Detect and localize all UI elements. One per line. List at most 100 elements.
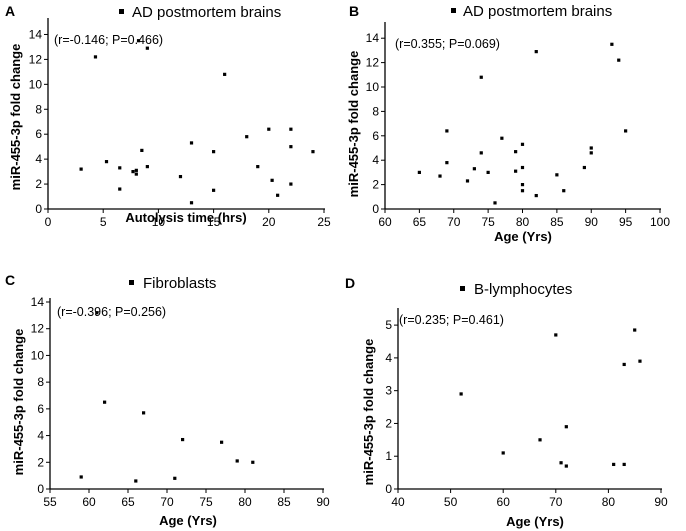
y-tick-label: 10 <box>29 77 43 91</box>
data-point <box>289 127 293 131</box>
y-tick-label: 0 <box>372 202 379 216</box>
panel-letter: A <box>5 3 15 19</box>
data-point <box>612 462 616 467</box>
data-point <box>564 464 568 468</box>
data-point <box>178 174 183 179</box>
data-point <box>472 167 476 171</box>
data-point <box>445 129 449 133</box>
x-tick-label: 65 <box>413 215 427 229</box>
data-point <box>520 165 525 170</box>
legend-marker <box>451 8 456 13</box>
y-tick-label: 0 <box>37 482 44 496</box>
y-tick-label: 10 <box>366 80 380 94</box>
data-point <box>95 311 99 315</box>
data-point <box>514 169 518 173</box>
data-point <box>134 479 138 483</box>
data-point <box>500 136 504 140</box>
chart-title: AD postmortem brains <box>463 3 612 20</box>
data-point <box>181 437 185 442</box>
y-tick-label: 14 <box>366 31 380 45</box>
data-point <box>118 166 122 170</box>
x-tick-label: 85 <box>277 495 291 509</box>
data-point <box>103 400 107 404</box>
data-point <box>622 362 626 367</box>
data-point <box>501 451 505 455</box>
y-tick-label: 12 <box>366 56 380 70</box>
data-point <box>493 201 497 205</box>
panel-a: A AD postmortem brains (r=-0.146; P=0.46… <box>5 3 331 229</box>
x-axis-title: Autolysis time (hrs) <box>125 210 246 225</box>
y-tick-label: 8 <box>372 104 379 118</box>
data-point <box>212 150 216 154</box>
data-point <box>79 167 83 171</box>
x-tick-label: 70 <box>447 215 461 229</box>
y-axis-title: miR-455-3p fold change <box>11 329 26 476</box>
data-point <box>142 411 146 415</box>
y-tick-label: 5 <box>385 318 392 332</box>
data-point <box>610 42 614 46</box>
data-point <box>479 75 483 79</box>
data-point <box>445 161 449 165</box>
correlation-annotation: (r=-0.146; P=0.466) <box>54 33 163 47</box>
y-tick-label: 12 <box>29 52 43 66</box>
panel-d: D B-lymphocytes (r=0.235; P=0.461) Age (… <box>345 275 668 529</box>
y-tick-label: 6 <box>35 127 42 141</box>
data-point <box>311 150 315 154</box>
data-point <box>534 193 538 198</box>
x-tick-label: 60 <box>497 495 511 509</box>
y-tick-label: 6 <box>372 129 379 143</box>
data-point <box>118 187 122 191</box>
y-axis-title: miR-455-3p fold change <box>361 339 376 486</box>
y-tick-label: 12 <box>31 322 45 336</box>
data-point <box>555 173 559 177</box>
y-tick-label: 3 <box>385 384 392 398</box>
data-point <box>534 50 538 54</box>
y-tick-label: 4 <box>372 153 379 167</box>
data-point <box>589 151 593 155</box>
y-tick-label: 2 <box>385 416 392 430</box>
data-point <box>145 165 149 169</box>
data-point <box>417 170 421 174</box>
chart-title: AD postmortem brains <box>132 4 281 21</box>
x-tick-label: 90 <box>654 495 668 509</box>
y-tick-label: 4 <box>35 152 42 166</box>
data-point <box>562 189 566 193</box>
data-point <box>459 392 463 396</box>
y-tick-label: 6 <box>37 402 44 416</box>
data-point <box>438 174 442 178</box>
x-tick-label: 95 <box>619 215 633 229</box>
data-point <box>134 168 138 172</box>
panel-letter: C <box>5 272 15 288</box>
data-point <box>520 142 525 146</box>
y-tick-label: 2 <box>37 455 44 469</box>
data-point <box>582 165 586 170</box>
x-tick-label: 5 <box>100 215 107 229</box>
x-tick-label: 60 <box>82 495 96 509</box>
data-point <box>514 150 518 154</box>
data-point <box>140 148 144 153</box>
y-tick-label: 0 <box>35 202 42 216</box>
data-point <box>486 170 490 174</box>
data-point <box>479 151 483 155</box>
data-point <box>245 135 249 139</box>
y-tick-label: 4 <box>37 429 44 443</box>
correlation-annotation: (r=0.235; P=0.461) <box>399 313 504 327</box>
x-axis-title: Age (Yrs) <box>159 513 217 528</box>
chart-title: B-lymphocytes <box>474 281 572 298</box>
data-point <box>617 58 621 62</box>
data-point <box>173 476 177 480</box>
y-tick-label: 4 <box>385 351 392 365</box>
data-point <box>276 193 280 197</box>
y-tick-label: 0 <box>385 482 392 496</box>
panel-letter: B <box>349 3 359 19</box>
data-point <box>220 440 224 444</box>
legend-marker <box>129 280 134 285</box>
data-point <box>638 359 642 363</box>
panel-b: B AD postmortem brains (r=0.355; P=0.069… <box>346 3 670 244</box>
x-tick-label: 90 <box>316 495 330 509</box>
data-point <box>538 438 542 442</box>
data-point <box>134 172 138 176</box>
legend-marker <box>460 286 465 291</box>
data-point <box>189 201 194 205</box>
